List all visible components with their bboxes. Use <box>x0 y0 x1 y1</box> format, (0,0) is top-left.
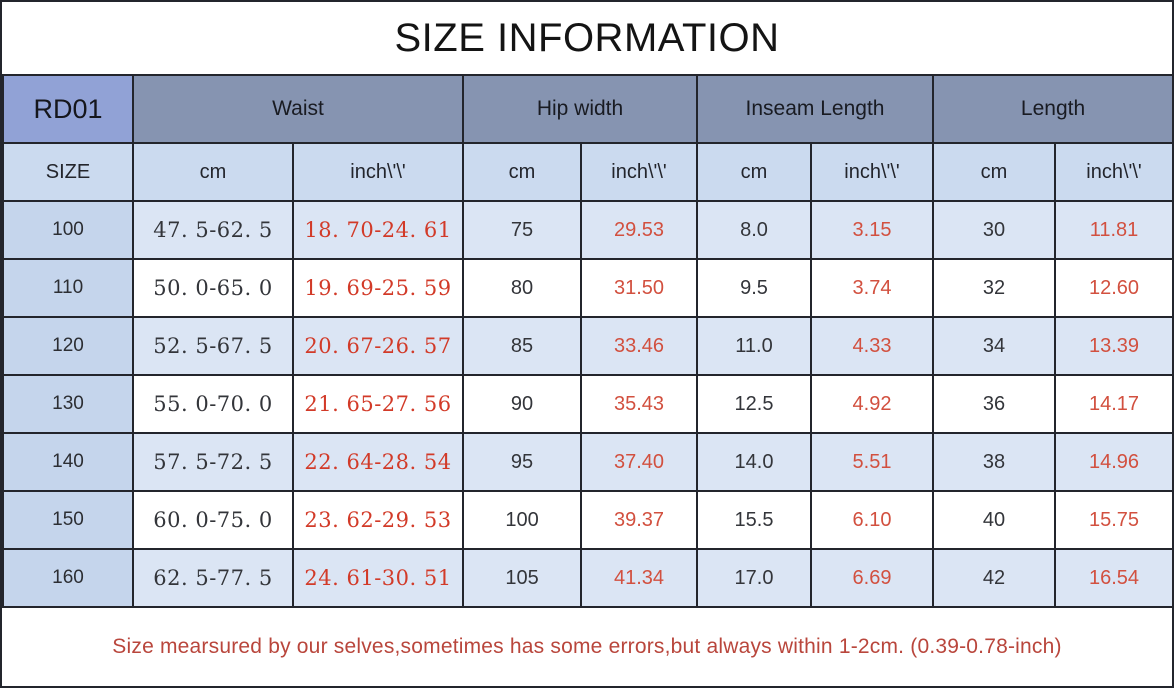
hip-cm-cell: 90 <box>462 374 583 434</box>
length-cm-cell: 34 <box>932 316 1057 376</box>
length-cm-cell: 30 <box>932 200 1057 260</box>
hip-cm-cell: 95 <box>462 432 583 492</box>
size-cell: 150 <box>2 490 134 550</box>
model-code-cell: RD01 <box>2 74 134 144</box>
inseam-inch-cell: 3.74 <box>810 258 935 318</box>
length-inch-cell: 16.54 <box>1054 548 1172 608</box>
hip-cm-cell: 75 <box>462 200 583 260</box>
hip-inch-cell: 29.53 <box>580 200 699 260</box>
size-cell: 160 <box>2 548 134 608</box>
inseam-cm-cell: 9.5 <box>696 258 813 318</box>
hip-cm-cell: 105 <box>462 548 583 608</box>
hip-inch-cell: 37.40 <box>580 432 699 492</box>
length-inch-cell: 11.81 <box>1054 200 1172 260</box>
inseam-inch-cell: 3.15 <box>810 200 935 260</box>
length-cm-cell: 40 <box>932 490 1057 550</box>
inseam-cm-header: cm <box>696 142 813 202</box>
hip-inch-header: inch\'\' <box>580 142 699 202</box>
size-cell: 100 <box>2 200 134 260</box>
table-row: 160 62. 5-77. 5 24. 61-30. 51 105 41.34 17.0 6… <box>2 548 1172 608</box>
hip-inch-cell: 31.50 <box>580 258 699 318</box>
waist-cm-cell: 50. 0-65. 0 <box>132 258 294 318</box>
inseam-inch-header: inch\'\' <box>810 142 935 202</box>
table-row: 130 55. 0-70. 0 21. 65-27. 56 90 35.43 12.5 4.… <box>2 374 1172 434</box>
waist-cm-cell: 60. 0-75. 0 <box>132 490 294 550</box>
size-cell: 120 <box>2 316 134 376</box>
length-inch-cell: 12.60 <box>1054 258 1172 318</box>
length-cm-cell: 38 <box>932 432 1057 492</box>
size-label-cell: SIZE <box>2 142 134 202</box>
size-cell: 140 <box>2 432 134 492</box>
inseam-inch-cell: 5.51 <box>810 432 935 492</box>
inseam-inch-cell: 4.92 <box>810 374 935 434</box>
table-row: 150 60. 0-75. 0 23. 62-29. 53 100 39.37 15.5 6… <box>2 490 1172 550</box>
length-inch-cell: 14.17 <box>1054 374 1172 434</box>
waist-cm-header: cm <box>132 142 294 202</box>
table-row: 120 52. 5-67. 5 20. 67-26. 57 85 33.46 11.0 4.… <box>2 316 1172 376</box>
group-header-inseam-length: Inseam Length <box>696 74 935 144</box>
waist-inch-cell: 20. 67-26. 57 <box>291 316 465 376</box>
inseam-cm-cell: 14.0 <box>696 432 813 492</box>
hip-inch-cell: 35.43 <box>580 374 699 434</box>
inseam-inch-cell: 6.69 <box>810 548 935 608</box>
table-row: 110 50. 0-65. 0 19. 69-25. 59 80 31.50 9.5 3.7… <box>2 258 1172 318</box>
length-cm-header: cm <box>932 142 1057 202</box>
group-header-length: Length <box>932 74 1172 144</box>
waist-cm-cell: 57. 5-72. 5 <box>132 432 294 492</box>
size-cell: 110 <box>2 258 134 318</box>
unit-header-row: SIZE cm inch\'\' cm inch\'\' cm inch\'\'… <box>2 142 1172 202</box>
waist-inch-cell: 22. 64-28. 54 <box>291 432 465 492</box>
size-cell: 130 <box>2 374 134 434</box>
size-table-body: 100 47. 5-62. 5 18. 70-24. 61 75 29.53 8.0 3.1… <box>2 200 1172 608</box>
length-inch-cell: 15.75 <box>1054 490 1172 550</box>
inseam-inch-cell: 6.10 <box>810 490 935 550</box>
waist-inch-header: inch\'\' <box>291 142 465 202</box>
waist-cm-cell: 52. 5-67. 5 <box>132 316 294 376</box>
table-row: 100 47. 5-62. 5 18. 70-24. 61 75 29.53 8.0 3.1… <box>2 200 1172 260</box>
length-cm-cell: 36 <box>932 374 1057 434</box>
hip-inch-cell: 41.34 <box>580 548 699 608</box>
hip-cm-cell: 100 <box>462 490 583 550</box>
measurement-note: Size mearsured by our selves,sometimes h… <box>112 635 1062 658</box>
inseam-cm-cell: 11.0 <box>696 316 813 376</box>
waist-inch-cell: 23. 62-29. 53 <box>291 490 465 550</box>
length-inch-cell: 13.39 <box>1054 316 1172 376</box>
inseam-inch-cell: 4.33 <box>810 316 935 376</box>
inseam-cm-cell: 17.0 <box>696 548 813 608</box>
table-row: 140 57. 5-72. 5 22. 64-28. 54 95 37.40 14.0 5.… <box>2 432 1172 492</box>
inseam-cm-cell: 15.5 <box>696 490 813 550</box>
hip-inch-cell: 33.46 <box>580 316 699 376</box>
group-header-row: RD01 Waist Hip width Inseam Length Lengt… <box>2 74 1172 144</box>
waist-cm-cell: 55. 0-70. 0 <box>132 374 294 434</box>
page-title: SIZE INFORMATION <box>394 15 780 60</box>
group-header-hip-width: Hip width <box>462 74 699 144</box>
inseam-cm-cell: 12.5 <box>696 374 813 434</box>
group-header-waist: Waist <box>131 74 465 144</box>
waist-inch-cell: 18. 70-24. 61 <box>291 200 465 260</box>
length-inch-cell: 14.96 <box>1054 432 1172 492</box>
hip-inch-cell: 39.37 <box>580 490 699 550</box>
length-inch-header: inch\'\' <box>1054 142 1172 202</box>
length-cm-cell: 42 <box>932 548 1057 608</box>
inseam-cm-cell: 8.0 <box>696 200 813 260</box>
waist-inch-cell: 21. 65-27. 56 <box>291 374 465 434</box>
waist-cm-cell: 47. 5-62. 5 <box>132 200 294 260</box>
waist-inch-cell: 19. 69-25. 59 <box>291 258 465 318</box>
hip-cm-cell: 85 <box>462 316 583 376</box>
waist-cm-cell: 62. 5-77. 5 <box>132 548 294 608</box>
waist-inch-cell: 24. 61-30. 51 <box>291 548 465 608</box>
length-cm-cell: 32 <box>932 258 1057 318</box>
hip-cm-cell: 80 <box>462 258 583 318</box>
size-table: RD01 Waist Hip width Inseam Length Lengt… <box>2 74 1172 608</box>
hip-cm-header: cm <box>462 142 583 202</box>
